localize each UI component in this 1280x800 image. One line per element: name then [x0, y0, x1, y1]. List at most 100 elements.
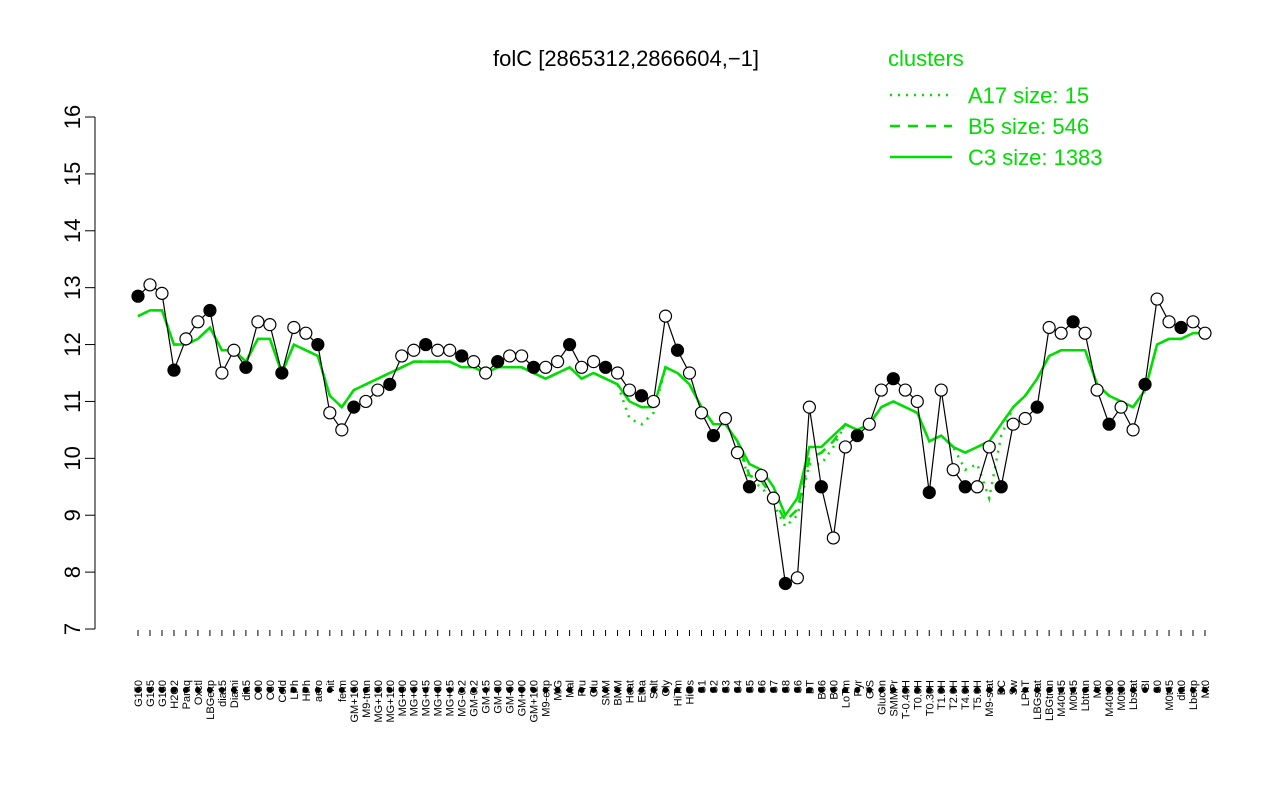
- x-marker: [662, 687, 669, 693]
- point: [910, 394, 924, 409]
- x-marker: [866, 687, 873, 693]
- x-marker: [626, 687, 633, 693]
- chart-title: folC [2865312,2866604,−1]: [493, 46, 759, 71]
- point: [1102, 417, 1116, 431]
- point: [347, 400, 361, 414]
- x-tick-label: Oxctl: [193, 680, 205, 705]
- x-tick-label: LPhT: [1020, 680, 1032, 707]
- point: [455, 349, 469, 363]
- x-marker: [554, 687, 561, 693]
- x-tick-label: T0.30H: [924, 680, 936, 716]
- x-marker: [1046, 687, 1053, 693]
- x-tick-label: MG+60: [409, 680, 421, 716]
- x-marker: [902, 687, 909, 693]
- point: [227, 343, 241, 357]
- x-marker: [602, 687, 609, 693]
- x-tick-label: BMM: [613, 680, 625, 706]
- x-marker: [350, 687, 357, 693]
- x-tick-label: S0: [1152, 680, 1164, 693]
- x-marker: [1070, 687, 1077, 693]
- x-marker: [1142, 687, 1149, 693]
- x-tick-label: Pyr: [852, 680, 864, 697]
- point: [251, 315, 265, 329]
- x-marker: [878, 687, 885, 693]
- x-tick-label: S8: [780, 680, 792, 693]
- x-tick-label: S1: [696, 680, 708, 693]
- point: [479, 366, 493, 380]
- point: [610, 366, 625, 380]
- x-marker: [842, 687, 849, 693]
- point: [682, 366, 697, 380]
- point: [179, 332, 193, 346]
- point: [982, 440, 996, 454]
- x-tick-label: G150: [133, 680, 145, 707]
- x-tick-label: SMMPr: [888, 680, 900, 717]
- y-tick-label: 16: [60, 105, 85, 129]
- point: [1114, 400, 1128, 414]
- x-marker: [158, 687, 165, 693]
- point: [958, 480, 972, 494]
- x-tick-label: M40t90: [1104, 680, 1116, 717]
- x-tick-label: M9-stat: [984, 680, 996, 717]
- point: [263, 318, 277, 332]
- x-tick-label: S6: [756, 680, 768, 693]
- point: [407, 343, 421, 357]
- point: [790, 571, 804, 585]
- x-marker: [146, 687, 153, 693]
- x-marker: [1118, 687, 1125, 693]
- x-tick-label: M40t45: [1056, 680, 1068, 717]
- x-marker: [818, 687, 825, 693]
- point: [1126, 423, 1140, 437]
- x-tick-label: HiOs: [684, 680, 696, 705]
- cluster-line: [137, 309, 1205, 518]
- x-tick-label: LPh: [289, 680, 301, 700]
- x-marker: [590, 687, 597, 693]
- point: [970, 480, 984, 494]
- x-marker: [686, 687, 693, 693]
- x-marker: [650, 687, 657, 693]
- x-marker: [266, 687, 273, 693]
- point: [718, 411, 733, 426]
- point: [778, 576, 792, 591]
- y-tick-label: 15: [60, 162, 85, 186]
- x-tick-label: aero: [313, 680, 325, 702]
- x-marker: [518, 687, 525, 693]
- point: [922, 485, 936, 500]
- x-tick-label: HiTm: [672, 680, 684, 706]
- point: [491, 355, 505, 369]
- x-tick-label: ferm: [337, 680, 349, 702]
- point: [1198, 326, 1212, 340]
- point: [994, 480, 1008, 494]
- x-marker: [194, 687, 201, 693]
- x-marker: [998, 687, 1005, 693]
- point: [646, 394, 661, 409]
- x-tick-label: dia0: [1176, 680, 1188, 701]
- point: [1090, 383, 1104, 397]
- x-tick-label: Mt0: [1200, 680, 1212, 698]
- point: [1078, 326, 1092, 340]
- x-tick-label: GM-30: [493, 680, 505, 714]
- point: [754, 468, 769, 482]
- x-tick-label: B36: [816, 680, 828, 700]
- point: [1018, 411, 1032, 426]
- y-tick-label: 13: [60, 275, 85, 299]
- point: [419, 337, 433, 352]
- point: [371, 383, 385, 397]
- point: [934, 383, 948, 397]
- x-marker: [782, 687, 789, 693]
- point: [395, 349, 409, 363]
- point: [215, 366, 229, 380]
- point: [323, 406, 337, 420]
- point: [431, 343, 445, 357]
- x-marker: [206, 687, 213, 693]
- x-marker: [434, 687, 441, 693]
- x-marker: [278, 687, 285, 693]
- x-marker: [974, 687, 981, 693]
- x-marker: [722, 687, 729, 693]
- point: [622, 383, 637, 397]
- x-marker: [566, 687, 573, 693]
- point: [1066, 315, 1080, 329]
- point: [527, 360, 541, 374]
- x-tick-label: Cold: [277, 680, 289, 703]
- x-tick-label: Fru: [577, 680, 589, 697]
